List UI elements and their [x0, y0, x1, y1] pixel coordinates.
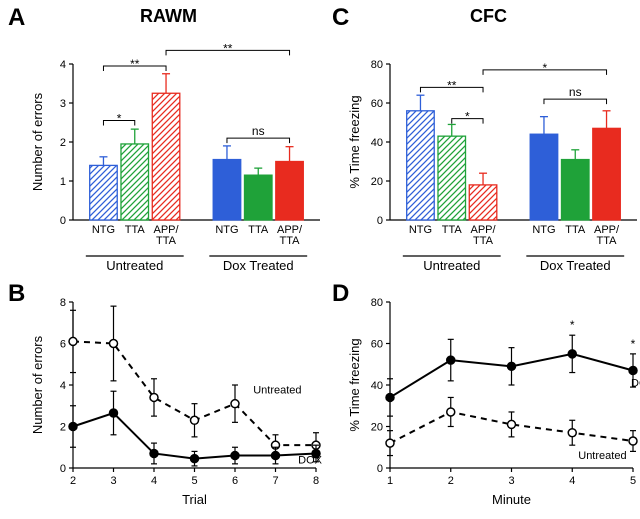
- svg-text:TTA: TTA: [473, 235, 494, 247]
- svg-text:40: 40: [371, 380, 383, 392]
- svg-text:TTA: TTA: [597, 235, 618, 247]
- svg-text:4: 4: [569, 475, 575, 487]
- svg-text:3: 3: [60, 98, 66, 110]
- svg-text:60: 60: [371, 339, 383, 351]
- svg-text:4: 4: [60, 380, 66, 392]
- svg-text:Number of errors: Number of errors: [30, 335, 45, 434]
- svg-text:7: 7: [272, 475, 278, 487]
- svg-text:40: 40: [371, 137, 383, 149]
- svg-text:Trial: Trial: [182, 492, 207, 507]
- svg-text:*: *: [631, 337, 636, 351]
- svg-text:8: 8: [60, 297, 66, 309]
- panel-a-chart: 01234Number of errorsNTGTTAAPP/TTAUntrea…: [28, 20, 328, 280]
- svg-text:NTG: NTG: [92, 224, 115, 236]
- panel-b-chart: 024682345678TrialNumber of errorsUntreat…: [28, 290, 328, 510]
- svg-text:NTG: NTG: [532, 224, 555, 236]
- svg-text:TTA: TTA: [565, 224, 586, 236]
- svg-text:0: 0: [377, 215, 383, 227]
- svg-text:60: 60: [371, 98, 383, 110]
- svg-text:*: *: [117, 112, 122, 126]
- svg-text:80: 80: [371, 297, 383, 309]
- svg-text:6: 6: [60, 339, 66, 351]
- svg-text:6: 6: [232, 475, 238, 487]
- svg-text:5: 5: [191, 475, 197, 487]
- svg-text:% Time freezing: % Time freezing: [347, 338, 362, 431]
- svg-text:DOX: DOX: [631, 377, 640, 389]
- svg-text:Untreated: Untreated: [106, 258, 163, 273]
- svg-text:ns: ns: [252, 124, 265, 138]
- svg-text:% Time freezing: % Time freezing: [347, 95, 362, 188]
- svg-text:**: **: [447, 78, 457, 92]
- svg-text:2: 2: [60, 137, 66, 149]
- svg-text:*: *: [570, 318, 575, 332]
- svg-text:0: 0: [377, 463, 383, 475]
- svg-text:TTA: TTA: [442, 224, 463, 236]
- svg-text:80: 80: [371, 59, 383, 71]
- svg-text:1: 1: [60, 176, 66, 188]
- svg-text:TTA: TTA: [248, 224, 269, 236]
- panel-c-chart: 020406080% Time freezingNTGTTAAPP/TTAUnt…: [345, 20, 640, 280]
- svg-text:20: 20: [371, 176, 383, 188]
- svg-text:NTG: NTG: [215, 224, 238, 236]
- svg-text:4: 4: [151, 475, 157, 487]
- svg-text:Minute: Minute: [492, 492, 531, 507]
- svg-text:8: 8: [313, 475, 319, 487]
- svg-text:3: 3: [508, 475, 514, 487]
- svg-text:Number of errors: Number of errors: [30, 92, 45, 191]
- panel-label-a: A: [8, 4, 25, 32]
- svg-text:TTA: TTA: [156, 235, 177, 247]
- svg-text:Dox Treated: Dox Treated: [223, 258, 294, 273]
- svg-text:ns: ns: [569, 85, 582, 99]
- svg-text:2: 2: [70, 475, 76, 487]
- svg-text:Untreated: Untreated: [578, 450, 626, 462]
- svg-text:20: 20: [371, 422, 383, 434]
- svg-text:*: *: [542, 61, 547, 75]
- svg-text:0: 0: [60, 463, 66, 475]
- svg-text:Dox Treated: Dox Treated: [540, 258, 611, 273]
- svg-text:5: 5: [630, 475, 636, 487]
- svg-text:*: *: [465, 110, 470, 124]
- svg-text:TTA: TTA: [125, 224, 146, 236]
- svg-text:2: 2: [60, 422, 66, 434]
- svg-text:Untreated: Untreated: [253, 385, 301, 397]
- svg-text:Untreated: Untreated: [423, 258, 480, 273]
- svg-text:0: 0: [60, 215, 66, 227]
- svg-text:4: 4: [60, 59, 66, 71]
- svg-text:**: **: [223, 41, 233, 55]
- svg-text:**: **: [130, 57, 140, 71]
- svg-text:2: 2: [448, 475, 454, 487]
- panel-label-b: B: [8, 280, 25, 308]
- svg-text:3: 3: [110, 475, 116, 487]
- svg-text:1: 1: [387, 475, 393, 487]
- panel-d-chart: 0 20 40 60 80 1 2 3 4 5 Minute % Time freezing * * DOX…: [345, 290, 640, 510]
- svg-text:DOX: DOX: [298, 454, 323, 466]
- svg-text:NTG: NTG: [409, 224, 432, 236]
- svg-text:TTA: TTA: [280, 235, 301, 247]
